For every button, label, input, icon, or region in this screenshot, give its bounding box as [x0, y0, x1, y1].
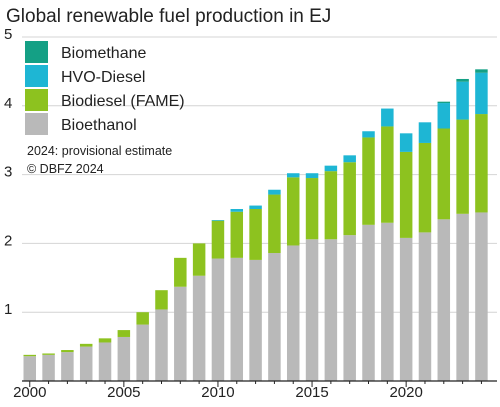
bar-bioethanol-2000	[23, 356, 36, 381]
bar-bioethanol-2020	[399, 237, 413, 381]
bar-bioethanol-2003	[79, 346, 93, 381]
bar-biodiesel-fame-2016	[324, 171, 338, 240]
legend: Biomethane HVO-Diesel Biodiesel (FAME) Bioe…	[25, 41, 185, 135]
y-tick-label-4: 4	[4, 95, 12, 112]
bars	[23, 69, 488, 381]
bar-bioethanol-2010	[211, 258, 225, 381]
bar-hvo-diesel-2020	[399, 133, 413, 152]
legend-swatch-biomethane	[25, 41, 48, 63]
bar-biodiesel-fame-2017	[343, 162, 356, 236]
bar-bioethanol-2021	[418, 232, 432, 381]
bar-bioethanol-2005	[117, 336, 131, 381]
bar-biodiesel-fame-2010	[211, 220, 225, 259]
bar-hvo-diesel-2022	[437, 103, 451, 129]
y-tick-label-2: 2	[4, 232, 12, 249]
bar-bioethanol-2009	[192, 275, 206, 381]
note-2: © DBFZ 2024	[27, 162, 104, 176]
bar-biodiesel-fame-2011	[230, 211, 244, 258]
x-tick-label-2020: 2020	[389, 384, 422, 401]
bar-biodiesel-fame-2005	[117, 330, 131, 337]
bar-biodiesel-fame-2021	[418, 142, 432, 233]
x-tick-label-2000: 2000	[13, 384, 46, 401]
bar-biodiesel-fame-2020	[399, 151, 413, 238]
bar-biodiesel-fame-2024	[475, 114, 488, 213]
bar-biodiesel-fame-2002	[61, 350, 74, 353]
bar-hvo-diesel-2013	[268, 189, 281, 195]
bar-bioethanol-2015	[305, 239, 319, 381]
x-tick-label-2015: 2015	[295, 384, 328, 401]
legend-swatch-bioethanol	[25, 113, 48, 135]
bar-biodiesel-fame-2008	[174, 257, 187, 287]
x-tick-label-2005: 2005	[107, 384, 140, 401]
bar-bioethanol-2016	[324, 239, 338, 381]
bar-biodiesel-fame-2023	[456, 119, 469, 214]
bar-hvo-diesel-2012	[249, 205, 262, 209]
bar-biodiesel-fame-2004	[98, 338, 112, 343]
bar-hvo-diesel-2024	[475, 72, 488, 115]
bar-hvo-diesel-2015	[305, 173, 319, 179]
bar-bioethanol-2006	[136, 324, 149, 381]
bar-bioethanol-2022	[437, 219, 451, 381]
legend-label-bioethanol: Bioethanol	[61, 117, 137, 134]
bar-bioethanol-2002	[61, 352, 74, 381]
bar-biodiesel-fame-2015	[305, 178, 319, 240]
bar-hvo-diesel-2011	[230, 209, 244, 212]
bar-hvo-diesel-2017	[343, 155, 356, 163]
bar-hvo-diesel-2019	[381, 108, 394, 127]
bar-biodiesel-fame-2013	[268, 194, 281, 254]
bar-bioethanol-2001	[42, 354, 55, 381]
bar-biodiesel-fame-2018	[362, 137, 375, 225]
bar-bioethanol-2011	[230, 257, 244, 381]
bar-bioethanol-2007	[155, 309, 168, 381]
bar-hvo-diesel-2014	[286, 173, 300, 178]
axes: 1 2 3 4 5 2000 2005 2010 2015 2020	[4, 26, 497, 401]
bar-bioethanol-2019	[381, 222, 394, 381]
bar-hvo-diesel-2021	[418, 122, 432, 143]
bar-hvo-diesel-2023	[456, 81, 469, 120]
y-tick-label-1: 1	[4, 301, 12, 318]
x-tick-label-2010: 2010	[201, 384, 234, 401]
bar-bioethanol-2023	[456, 213, 469, 381]
bar-bioethanol-2024	[475, 212, 488, 381]
legend-label-biomethane: Biomethane	[61, 45, 146, 62]
bar-bioethanol-2017	[343, 235, 356, 381]
y-tick-label-3: 3	[4, 164, 12, 181]
y-tick-label-5: 5	[4, 26, 12, 43]
bar-bioethanol-2012	[249, 259, 262, 381]
bar-bioethanol-2014	[286, 245, 300, 381]
bar-biodiesel-fame-2003	[79, 343, 93, 347]
bar-biomethane-2024	[475, 69, 488, 73]
bar-hvo-diesel-2016	[324, 165, 338, 172]
bar-bioethanol-2008	[174, 286, 187, 381]
bar-biodiesel-fame-2009	[192, 243, 206, 276]
bar-biodiesel-fame-2007	[155, 290, 168, 310]
legend-swatch-biodiesel-fame	[25, 89, 48, 111]
bar-bioethanol-2013	[268, 253, 281, 381]
legend-label-biodiesel-fame: Biodiesel (FAME)	[61, 93, 185, 110]
chart-title: Global renewable fuel production in EJ	[6, 6, 331, 27]
bar-bioethanol-2004	[98, 342, 112, 381]
bar-biomethane-2023	[456, 78, 469, 82]
bar-biodiesel-fame-2006	[136, 312, 149, 325]
bar-biodiesel-fame-2022	[437, 128, 451, 220]
bar-hvo-diesel-2018	[362, 131, 375, 138]
bar-biodiesel-fame-2001	[42, 353, 55, 355]
bar-bioethanol-2018	[362, 224, 375, 381]
bar-biodiesel-fame-2012	[249, 209, 262, 260]
legend-swatch-hvo-diesel	[25, 65, 48, 87]
note-1: 2024: provisional estimate	[27, 144, 172, 158]
bar-biodiesel-fame-2000	[23, 354, 36, 357]
legend-label-hvo-diesel: HVO-Diesel	[61, 69, 145, 86]
bar-biodiesel-fame-2014	[286, 177, 300, 246]
notes: 2024: provisional estimate © DBFZ 2024	[27, 144, 172, 176]
gridlines	[22, 36, 497, 313]
bar-biomethane-2022	[437, 101, 451, 104]
bar-biodiesel-fame-2019	[381, 126, 394, 223]
bar-hvo-diesel-2010	[211, 220, 225, 221]
